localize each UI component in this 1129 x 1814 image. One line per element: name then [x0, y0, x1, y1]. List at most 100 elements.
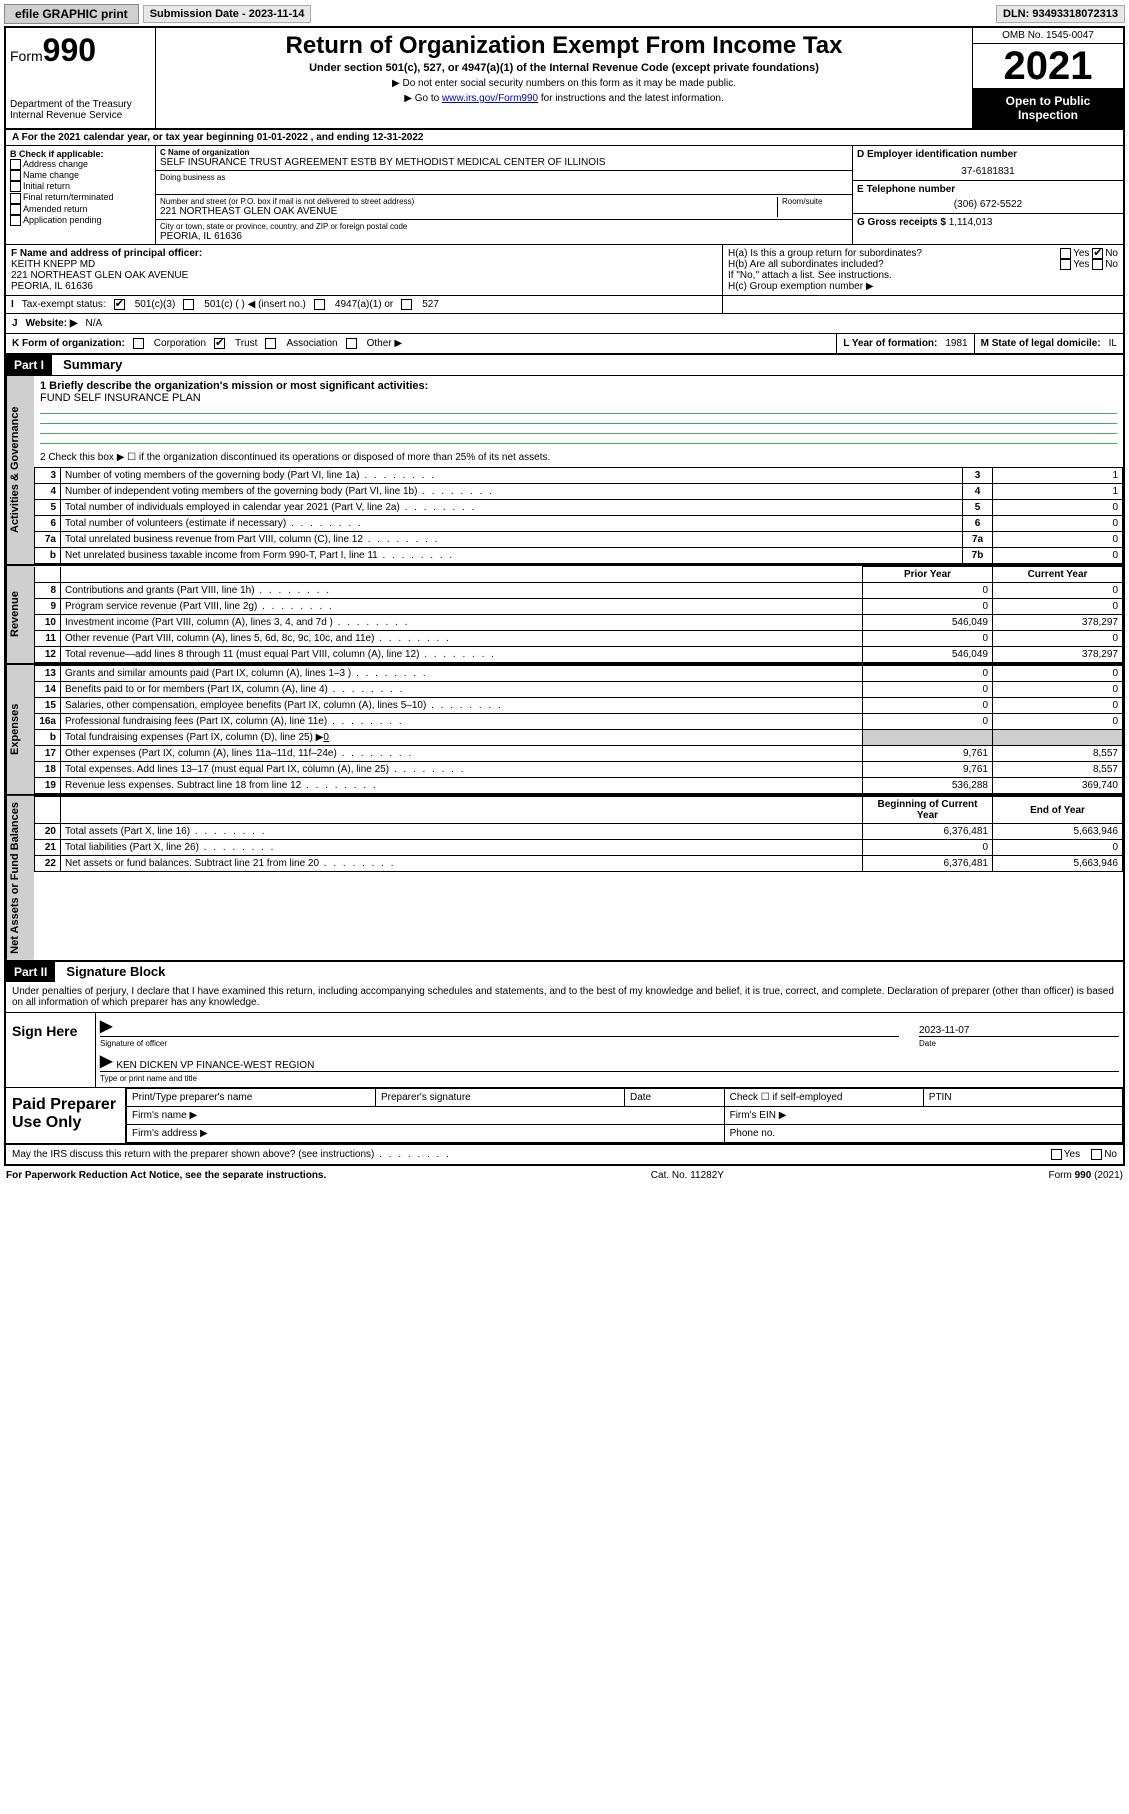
- chk-discuss-yes[interactable]: [1051, 1149, 1062, 1160]
- line1-label: 1 Briefly describe the organization's mi…: [40, 380, 1117, 392]
- chk-final-return[interactable]: [10, 193, 21, 204]
- chk-application-pending[interactable]: [10, 215, 21, 226]
- officer-addr1: 221 NORTHEAST GLEN OAK AVENUE: [11, 270, 717, 281]
- tax-exempt-row: I Tax-exempt status: 501(c)(3) 501(c) ( …: [6, 296, 723, 313]
- table-row: 3Number of voting members of the governi…: [35, 468, 1123, 484]
- part-i-tag: Part I: [6, 355, 52, 375]
- chk-hb-yes[interactable]: [1060, 259, 1071, 270]
- net-assets-section: Net Assets or Fund Balances Beginning of…: [4, 796, 1125, 962]
- box-c-name-label: C Name of organization: [160, 148, 848, 157]
- table-row: bTotal fundraising expenses (Part IX, co…: [35, 730, 1123, 746]
- identity-block: B Check if applicable: Address change Na…: [4, 146, 1125, 245]
- chk-amended-return[interactable]: [10, 204, 21, 215]
- part-ii-title: Signature Block: [58, 964, 165, 979]
- chk-assoc[interactable]: [265, 338, 276, 349]
- part-ii-tag: Part II: [6, 962, 55, 982]
- h-c-label: H(c) Group exemption number ▶: [728, 281, 1118, 292]
- dept-label: Department of the Treasury: [10, 99, 151, 110]
- chk-corp[interactable]: [133, 338, 144, 349]
- table-row: 17Other expenses (Part IX, column (A), l…: [35, 746, 1123, 762]
- efile-print-button[interactable]: efile GRAPHIC print: [4, 4, 139, 24]
- cat-number: Cat. No. 11282Y: [651, 1170, 724, 1181]
- dln-label: DLN: 93493318072313: [996, 5, 1125, 23]
- room-label: Room/suite: [778, 197, 848, 217]
- mission-text: FUND SELF INSURANCE PLAN: [40, 392, 1117, 404]
- net-assets-table: Beginning of Current Year End of Year 20…: [34, 796, 1123, 872]
- table-row: 13Grants and similar amounts paid (Part …: [35, 666, 1123, 682]
- tab-revenue: Revenue: [6, 566, 34, 663]
- table-row: 4Number of independent voting members of…: [35, 484, 1123, 500]
- form-of-org-row: K Form of organization: Corporation Trus…: [4, 334, 1125, 355]
- table-row: bNet unrelated business taxable income f…: [35, 548, 1123, 564]
- chk-trust[interactable]: [214, 338, 225, 349]
- arrow-icon: ▶: [100, 1051, 112, 1071]
- ein-value: 37-6181831: [857, 166, 1119, 177]
- phone-value: (306) 672-5522: [857, 199, 1119, 210]
- governance-table: 3Number of voting members of the governi…: [34, 467, 1123, 564]
- year-formation: 1981: [945, 338, 967, 349]
- form-number: Form990: [10, 32, 151, 69]
- chk-name-change[interactable]: [10, 170, 21, 181]
- table-row: 20Total assets (Part X, line 16)6,376,48…: [35, 824, 1123, 840]
- part-i-title: Summary: [55, 357, 122, 372]
- arrow-icon: ▶: [100, 1016, 112, 1036]
- chk-501c[interactable]: [183, 299, 194, 310]
- chk-hb-no[interactable]: [1092, 259, 1103, 270]
- table-row: 12Total revenue—add lines 8 through 11 (…: [35, 647, 1123, 663]
- officer-group-row: F Name and address of principal officer:…: [4, 245, 1125, 296]
- submission-date-label: Submission Date - 2023-11-14: [143, 5, 312, 23]
- table-row: 8Contributions and grants (Part VIII, li…: [35, 583, 1123, 599]
- tax-period-row: A For the 2021 calendar year, or tax yea…: [4, 130, 1125, 146]
- h-a-label: H(a) Is this a group return for subordin…: [728, 248, 922, 259]
- firm-ein-label: Firm's EIN ▶: [724, 1107, 1122, 1125]
- prep-sig-label: Preparer's signature: [376, 1089, 625, 1107]
- dba-label: Doing business as: [160, 173, 848, 182]
- col-current-year: Current Year: [993, 567, 1123, 583]
- officer-printed-name: KEN DICKEN VP FINANCE-WEST REGION: [116, 1060, 314, 1071]
- activities-governance-section: Activities & Governance 1 Briefly descri…: [4, 375, 1125, 566]
- expenses-section: Expenses 13Grants and similar amounts pa…: [4, 665, 1125, 796]
- topbar: efile GRAPHIC print Submission Date - 20…: [4, 4, 1125, 24]
- table-row: 15Salaries, other compensation, employee…: [35, 698, 1123, 714]
- table-row: 11Other revenue (Part VIII, column (A), …: [35, 631, 1123, 647]
- addr-label: Number and street (or P.O. box if mail i…: [160, 197, 773, 206]
- table-row: 18Total expenses. Add lines 13–17 (must …: [35, 762, 1123, 778]
- website-value: N/A: [86, 318, 103, 329]
- chk-initial-return[interactable]: [10, 181, 21, 192]
- chk-address-change[interactable]: [10, 159, 21, 170]
- gross-receipts-value: 1,114,013: [949, 217, 993, 228]
- col-prior-year: Prior Year: [863, 567, 993, 583]
- col-end-year: End of Year: [993, 797, 1123, 824]
- firm-phone-label: Phone no.: [724, 1125, 1122, 1143]
- tab-net-assets: Net Assets or Fund Balances: [6, 796, 34, 960]
- ssn-note: ▶ Do not enter social security numbers o…: [164, 78, 964, 89]
- chk-ha-no[interactable]: [1092, 248, 1103, 259]
- chk-other[interactable]: [346, 338, 357, 349]
- form-ref: Form 990 (2021): [1049, 1170, 1123, 1181]
- open-inspection-badge: Open to Public Inspection: [973, 88, 1123, 128]
- chk-527[interactable]: [401, 299, 412, 310]
- tab-activities-governance: Activities & Governance: [6, 376, 34, 564]
- org-name: SELF INSURANCE TRUST AGREEMENT ESTB BY M…: [160, 157, 848, 168]
- col-begin-year: Beginning of Current Year: [863, 797, 993, 824]
- page-footer: For Paperwork Reduction Act Notice, see …: [4, 1166, 1125, 1185]
- sig-date-label: Date: [919, 1039, 1119, 1048]
- goto-note: ▶ Go to www.irs.gov/Form990 for instruct…: [164, 93, 964, 104]
- irs-link[interactable]: www.irs.gov/Form990: [442, 93, 538, 104]
- signature-block: Under penalties of perjury, I declare th…: [4, 982, 1125, 1145]
- box-f-label: F Name and address of principal officer:: [11, 248, 717, 259]
- table-row: 21Total liabilities (Part X, line 26)00: [35, 840, 1123, 856]
- revenue-section: Revenue Prior Year Current Year 8Contrib…: [4, 566, 1125, 665]
- sig-date: 2023-11-07: [919, 1025, 969, 1036]
- table-row: 19Revenue less expenses. Subtract line 1…: [35, 778, 1123, 794]
- firm-name-label: Firm's name ▶: [127, 1107, 725, 1125]
- table-row: 16aProfessional fundraising fees (Part I…: [35, 714, 1123, 730]
- firm-addr-label: Firm's address ▶: [127, 1125, 725, 1143]
- prep-date-label: Date: [625, 1089, 725, 1107]
- omb-number: OMB No. 1545-0047: [973, 28, 1123, 44]
- chk-discuss-no[interactable]: [1091, 1149, 1102, 1160]
- chk-501c3[interactable]: [114, 299, 125, 310]
- chk-ha-yes[interactable]: [1060, 248, 1071, 259]
- table-row: 10Investment income (Part VIII, column (…: [35, 615, 1123, 631]
- chk-4947[interactable]: [314, 299, 325, 310]
